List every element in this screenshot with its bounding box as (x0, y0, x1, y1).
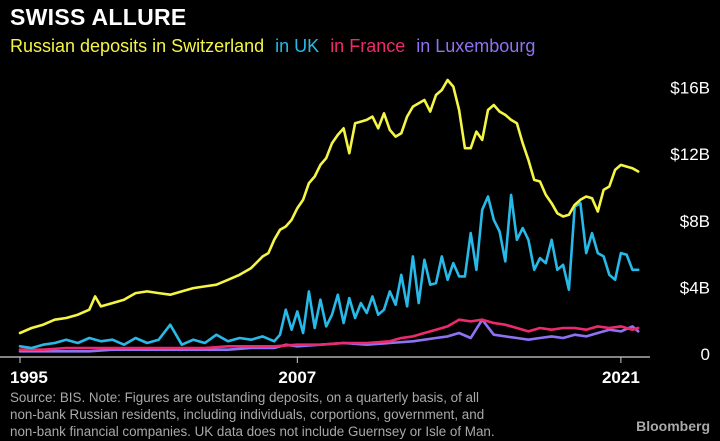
series-line-france (18, 318, 640, 352)
x-tick-label: 2021 (602, 368, 640, 387)
bloomberg-logo: Bloomberg (636, 418, 710, 434)
legend-france: in France (330, 36, 406, 56)
legend-switzerland: Russian deposits in Switzerland (10, 36, 265, 56)
series-line-switzerland (18, 78, 640, 335)
y-tick-label: $4B (680, 278, 710, 297)
legend-luxembourg: in Luxembourg (416, 36, 536, 56)
y-tick-label: $12B (670, 145, 710, 164)
y-tick-label: $16B (670, 79, 710, 98)
source-line-3: non-bank financial companies. UK data do… (10, 424, 495, 439)
source-line-2: non-bank Russian residents, including in… (10, 407, 485, 422)
y-tick-label: $8B (680, 212, 710, 231)
source-line-1: Source: BIS. Note: Figures are outstandi… (10, 390, 479, 405)
x-tick-label: 2007 (278, 368, 316, 387)
chart-title: SWISS ALLURE (10, 4, 187, 30)
series-line-luxembourg (18, 318, 640, 353)
source-note: Source: BIS. Note: Figures are outstandi… (10, 389, 610, 440)
series-line-uk (18, 193, 640, 350)
chart-legend: Russian deposits in Switzerland in UK in… (10, 36, 541, 57)
legend-uk: in UK (275, 36, 320, 56)
y-tick-label: 0 (701, 345, 710, 364)
x-tick-label: 1995 (10, 368, 48, 387)
